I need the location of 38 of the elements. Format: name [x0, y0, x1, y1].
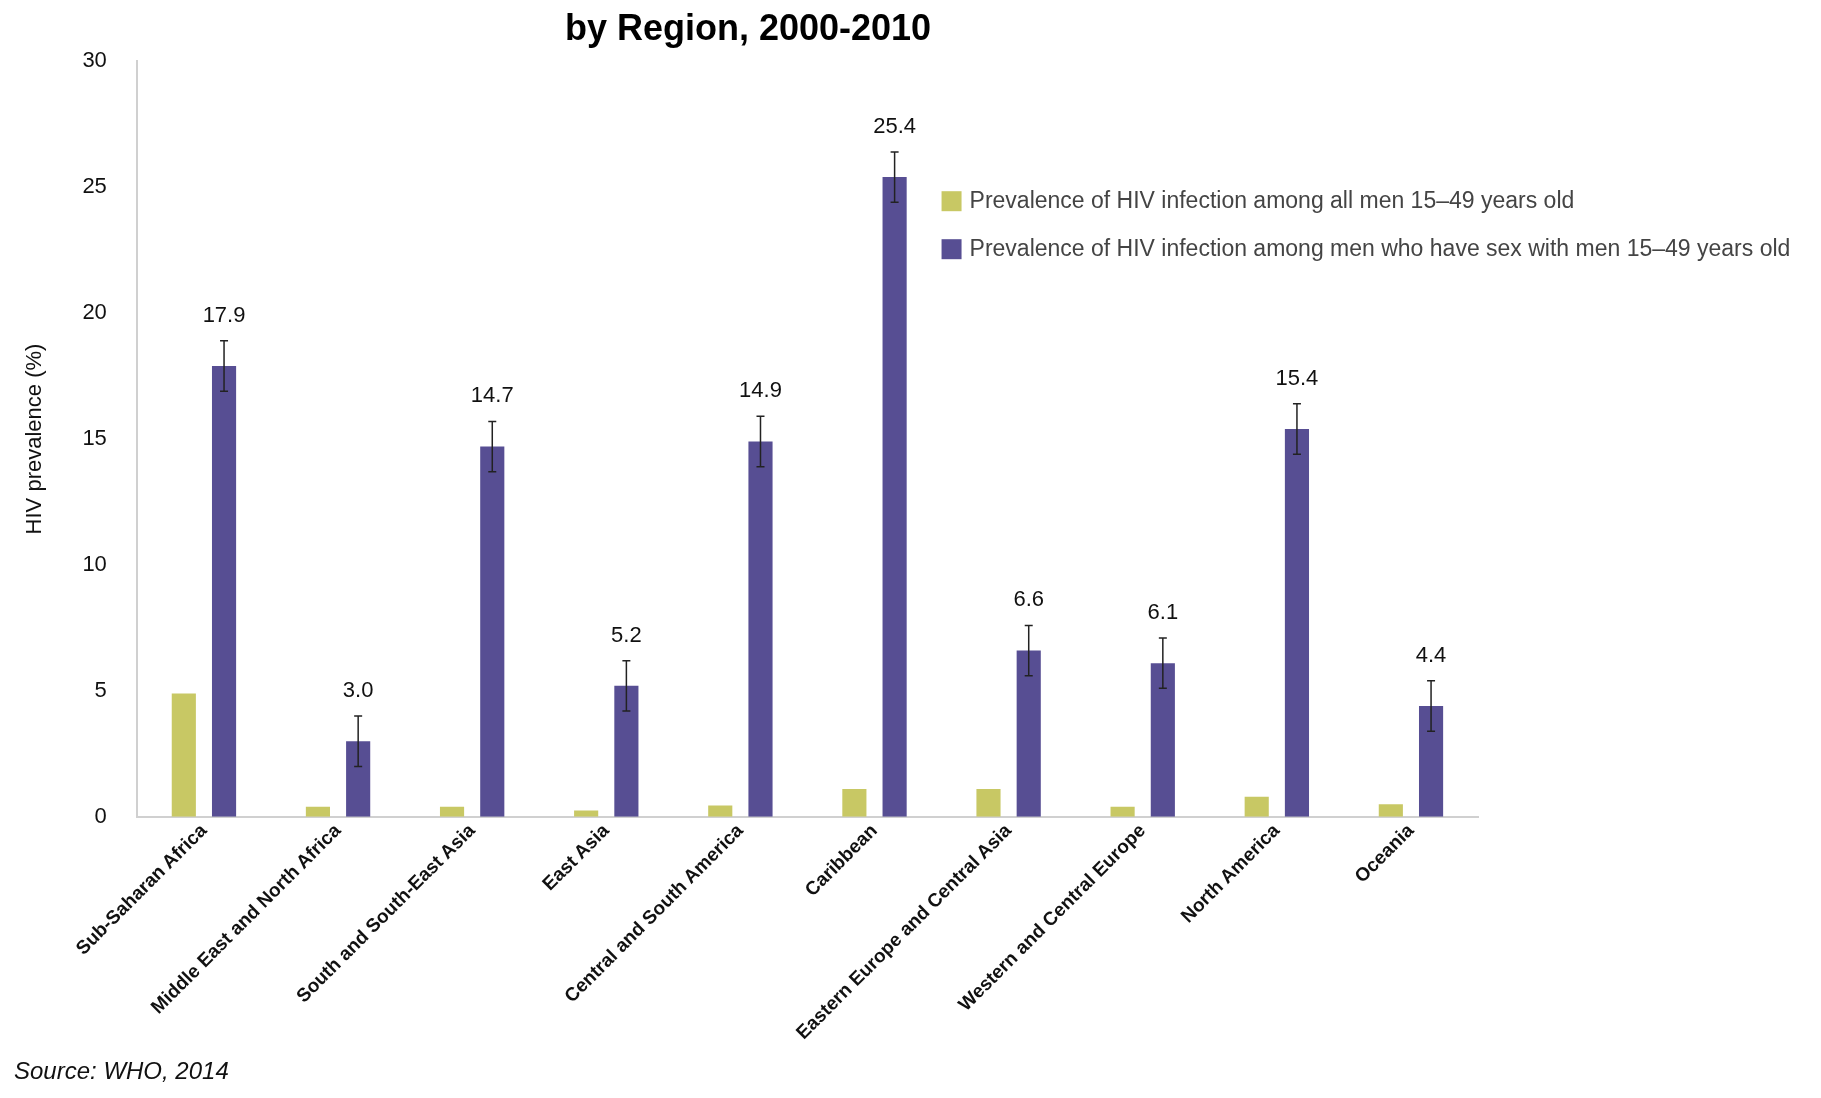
- bar: [976, 789, 1001, 817]
- data-label: 14.9: [739, 377, 782, 403]
- data-label: 14.7: [470, 382, 514, 408]
- data-label: 6.6: [1013, 586, 1045, 612]
- bar: [1150, 663, 1175, 817]
- bar: [1016, 650, 1041, 817]
- y-tick-label: 5: [94, 676, 107, 702]
- bar: [480, 446, 505, 817]
- y-tick-label: 25: [82, 173, 107, 199]
- data-label: 4.4: [1415, 641, 1447, 667]
- data-label: 6.1: [1147, 599, 1179, 625]
- y-tick-label: 20: [82, 299, 107, 325]
- bar: [1378, 804, 1403, 817]
- y-axis-title: HIV prevalence (%): [21, 343, 47, 535]
- bar: [1284, 428, 1310, 817]
- y-tick-label: 0: [94, 802, 107, 828]
- data-label: 3.0: [342, 677, 374, 703]
- y-tick-label: 30: [82, 47, 107, 73]
- data-label: 17.9: [202, 301, 246, 327]
- bar: [171, 693, 196, 817]
- bar: [708, 805, 733, 817]
- bar: [748, 441, 773, 817]
- bar: [842, 789, 867, 817]
- bar: [1244, 796, 1269, 817]
- legend-label: Prevalence of HIV infection among all men 15–49 years old: [969, 186, 1575, 213]
- y-tick-label: 10: [82, 551, 107, 577]
- data-label: 15.4: [1275, 364, 1319, 390]
- source-note: Source: WHO, 2014: [14, 1056, 229, 1084]
- bar: [346, 741, 371, 817]
- bar: [1418, 706, 1444, 817]
- legend-label: Prevalence of HIV infection among men who have sex with men 15–49 years old: [969, 234, 1791, 261]
- chart-title: by Region, 2000-2010: [564, 6, 932, 48]
- data-label: 25.4: [873, 112, 917, 138]
- y-tick-label: 15: [82, 425, 107, 451]
- bar: [211, 365, 237, 817]
- bar: [614, 685, 639, 817]
- bar: [882, 177, 907, 817]
- data-label: 5.2: [611, 621, 642, 647]
